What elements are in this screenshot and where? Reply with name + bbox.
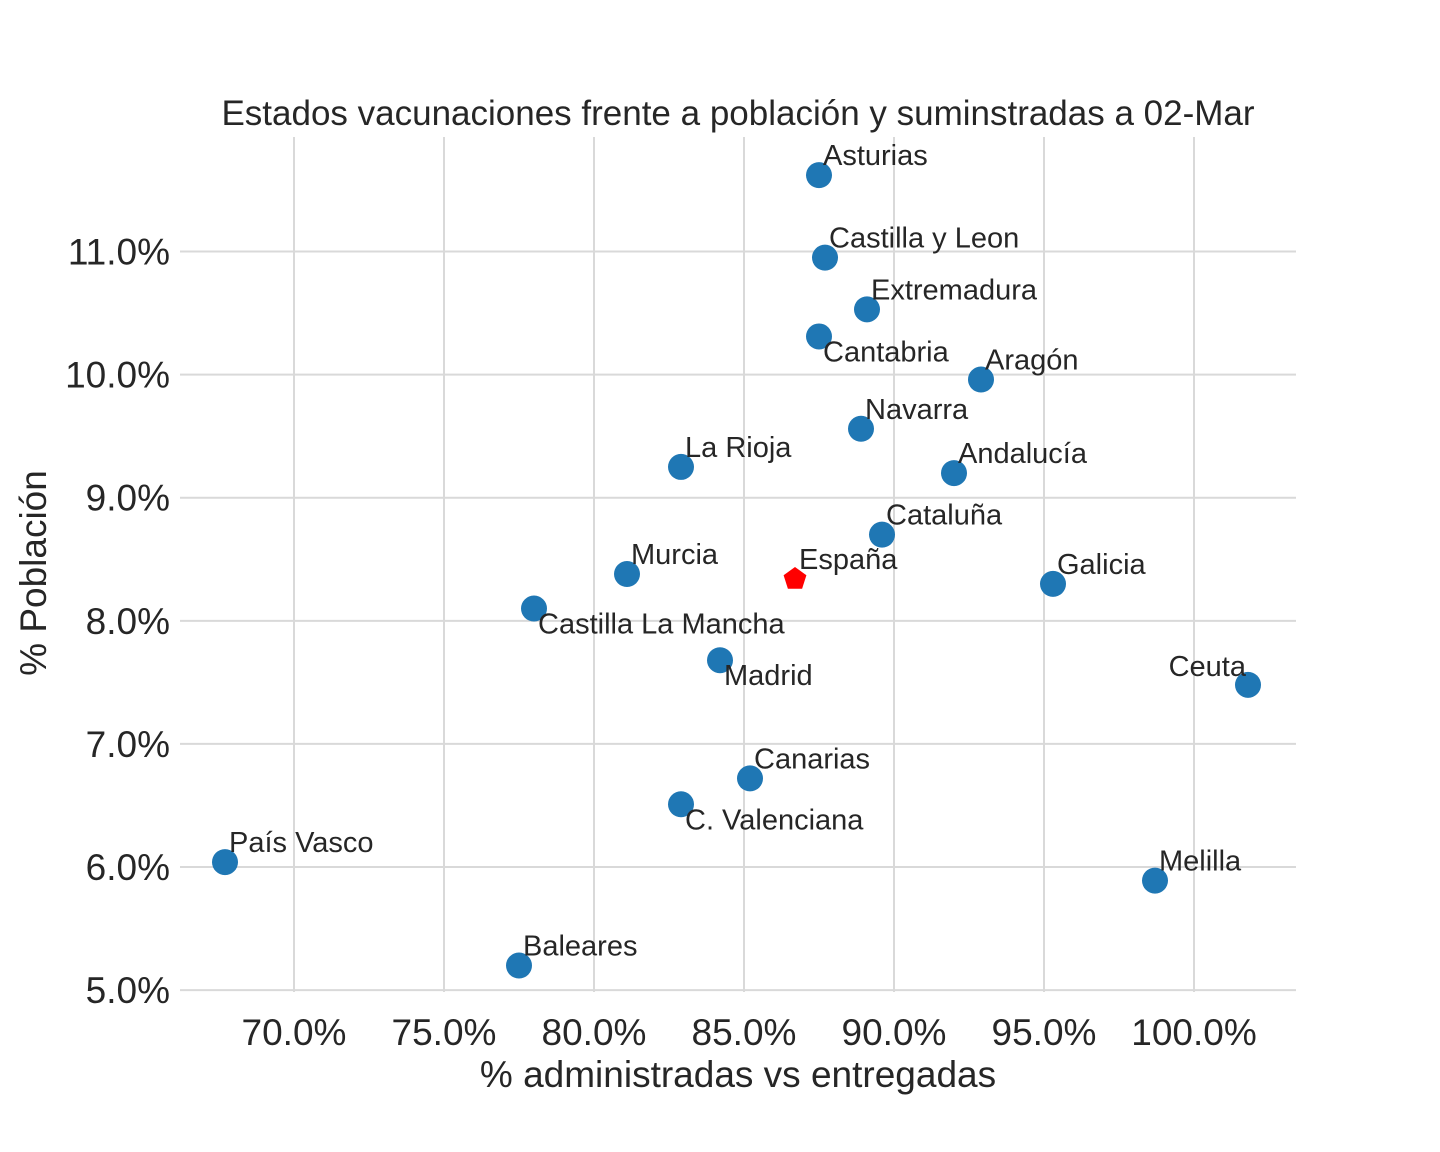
- y-tick-label: 7.0%: [86, 724, 170, 765]
- point-galicia-marker: [1040, 570, 1066, 597]
- point-extremadura-marker: [854, 296, 880, 323]
- point-c-valenciana-label: C. Valenciana: [685, 804, 864, 836]
- point-madrid-label: Madrid: [724, 660, 813, 692]
- point-baleares-marker: [506, 952, 532, 979]
- point-melilla-marker: [1142, 867, 1168, 894]
- y-tick-label: 11.0%: [68, 231, 170, 272]
- point-c-valenciana-marker: [668, 791, 694, 818]
- x-axis-ticks: 70.0% 75.0% 80.0% 85.0% 90.0% 95.0% 100.0%: [242, 1012, 1257, 1053]
- y-tick-label: 6.0%: [86, 847, 170, 888]
- point-murcia-marker: [614, 561, 640, 588]
- x-axis-label: % administradas vs entregadas: [480, 1054, 996, 1095]
- point-navarra-marker: [848, 415, 874, 442]
- x-tick-label: 90.0%: [842, 1012, 947, 1053]
- point-canarias-marker: [737, 765, 763, 792]
- grid-lines: [180, 137, 1296, 992]
- y-tick-label: 8.0%: [86, 601, 170, 642]
- point-pais-vasco-label: País Vasco: [229, 827, 374, 859]
- x-tick-label: 70.0%: [242, 1012, 347, 1053]
- y-axis-label: % Población: [13, 470, 54, 676]
- point-castilla-y-leon-label: Castilla y Leon: [829, 223, 1019, 255]
- x-tick-label: 95.0%: [992, 1012, 1097, 1053]
- point-murcia-label: Murcia: [631, 539, 719, 571]
- x-tick-label: 75.0%: [392, 1012, 497, 1053]
- y-axis-ticks: 5.0% 6.0% 7.0% 8.0% 9.0% 10.0% 11.0%: [65, 231, 170, 1011]
- point-aragon-label: Aragón: [985, 345, 1079, 377]
- x-tick-label: 85.0%: [692, 1012, 797, 1053]
- point-asturias-label: Asturias: [823, 140, 928, 172]
- point-ceuta-marker: [1235, 671, 1261, 698]
- y-tick-label: 10.0%: [65, 355, 170, 396]
- point-aragon-marker: [968, 366, 994, 393]
- point-ceuta-label: Ceuta: [1169, 651, 1247, 683]
- point-castilla-la-mancha-label: Castilla La Mancha: [538, 609, 785, 641]
- point-galicia-label: Galicia: [1057, 549, 1147, 581]
- chart-title: Estados vacunaciones frente a población …: [221, 94, 1254, 133]
- point-asturias-marker: [806, 162, 832, 189]
- point-extremadura-label: Extremadura: [871, 274, 1038, 306]
- point-la-rioja-label: La Rioja: [685, 432, 792, 464]
- x-tick-label: 80.0%: [542, 1012, 647, 1053]
- point-espana-marker: [783, 567, 807, 589]
- point-la-rioja-marker: [668, 453, 694, 480]
- x-tick-label: 100.0%: [1131, 1012, 1257, 1053]
- point-baleares-label: Baleares: [523, 931, 637, 963]
- point-andalucia-label: Andalucía: [958, 438, 1088, 470]
- point-cataluna-label: Cataluña: [886, 500, 1003, 532]
- point-castilla-y-leon-marker: [812, 244, 838, 271]
- point-pais-vasco-marker: [212, 849, 238, 876]
- point-cataluna-marker: [869, 521, 895, 548]
- point-andalucia-marker: [941, 460, 967, 487]
- point-espana-label: España: [799, 544, 898, 576]
- point-cantabria-marker: [806, 323, 832, 350]
- point-madrid-marker: [707, 647, 733, 674]
- point-navarra-label: Navarra: [865, 394, 969, 426]
- point-cantabria-label: Cantabria: [823, 336, 950, 368]
- y-tick-label: 9.0%: [86, 478, 170, 519]
- point-castilla-la-mancha-marker: [521, 595, 547, 622]
- point-canarias-label: Canarias: [754, 743, 870, 775]
- point-labels: Asturias Castilla y Leon Extremadura Cantab…: [229, 140, 1247, 962]
- data-points: [212, 162, 1261, 979]
- point-melilla-label: Melilla: [1159, 846, 1242, 878]
- y-tick-label: 5.0%: [86, 970, 170, 1011]
